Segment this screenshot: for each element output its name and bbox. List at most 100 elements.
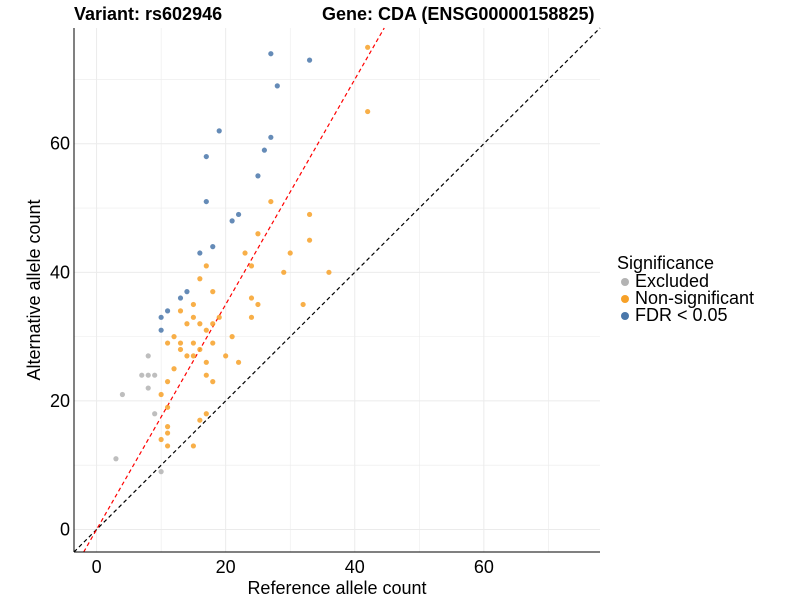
grid-lines xyxy=(74,28,600,552)
data-point-fdr-0-05 xyxy=(235,211,242,218)
data-point-excluded xyxy=(152,411,158,417)
x-tick-label: 40 xyxy=(345,557,365,577)
data-point-non-significant xyxy=(203,327,209,333)
data-point-non-significant xyxy=(326,269,332,275)
x-axis-label: Reference allele count xyxy=(247,578,426,598)
data-point-fdr-0-05 xyxy=(268,134,274,140)
y-tick-label: 60 xyxy=(50,134,70,154)
data-point-non-significant xyxy=(197,346,203,353)
reference-lines xyxy=(73,27,601,553)
data-point-fdr-0-05 xyxy=(210,244,216,250)
data-point-non-significant xyxy=(177,346,184,353)
data-point-non-significant xyxy=(158,391,164,398)
data-point-non-significant xyxy=(248,314,255,320)
data-point-non-significant xyxy=(306,211,313,218)
legend-item-non-significant: Non-significant xyxy=(617,288,755,308)
data-point-non-significant xyxy=(190,340,196,346)
data-point-non-significant xyxy=(197,321,203,327)
legend-title: Significance xyxy=(617,253,715,273)
data-point-non-significant xyxy=(223,353,229,359)
y-tick-label: 40 xyxy=(50,262,70,282)
data-point-non-significant xyxy=(171,334,177,340)
data-point-fdr-0-05 xyxy=(274,83,280,89)
data-point-non-significant xyxy=(190,353,196,359)
data-point-excluded xyxy=(139,372,145,378)
data-point-non-significant xyxy=(190,301,196,308)
data-point-non-significant xyxy=(164,443,171,449)
data-point-excluded xyxy=(119,391,126,398)
data-point-fdr-0-05 xyxy=(184,289,190,295)
data-point-non-significant xyxy=(190,443,196,449)
data-point-excluded xyxy=(152,372,158,378)
data-point-non-significant xyxy=(365,108,371,115)
data-point-non-significant xyxy=(203,263,209,269)
data-point-non-significant xyxy=(184,353,190,359)
axes xyxy=(73,28,600,553)
data-point-fdr-0-05 xyxy=(197,250,203,256)
data-point-non-significant xyxy=(164,430,171,436)
legend-dot-non-significant xyxy=(621,294,629,303)
data-point-non-significant xyxy=(255,231,261,237)
legend: Significance Excluded Non-significant FD… xyxy=(617,253,754,324)
y-tick-label: 20 xyxy=(50,391,70,411)
data-point-fdr-0-05 xyxy=(306,57,313,63)
data-point-non-significant xyxy=(216,314,222,320)
x-tick-label: 0 xyxy=(92,557,102,577)
data-point-non-significant xyxy=(281,269,287,275)
legend-label-non-significant: Non-significant xyxy=(635,288,755,308)
data-point-excluded xyxy=(113,456,119,462)
data-point-fdr-0-05 xyxy=(203,198,209,205)
legend-dot-excluded xyxy=(621,277,629,286)
data-point-fdr-0-05 xyxy=(261,147,267,153)
legend-dot-fdr xyxy=(621,311,629,320)
data-point-non-significant xyxy=(164,379,171,385)
data-point-fdr-0-05 xyxy=(229,218,235,224)
data-point-non-significant xyxy=(197,417,203,423)
data-point-non-significant xyxy=(203,411,209,417)
y-axis-label: Alternative allele count xyxy=(24,199,44,380)
variant-title: Variant: rs602946 xyxy=(74,4,223,24)
data-point-non-significant xyxy=(210,289,216,295)
data-point-non-significant xyxy=(229,334,235,340)
data-point-non-significant xyxy=(190,314,196,320)
data-point-non-significant xyxy=(164,424,171,430)
gene-title: Gene: CDA (ENSG00000158825) xyxy=(322,4,595,24)
legend-item-fdr: FDR < 0.05 xyxy=(617,305,754,325)
data-point-non-significant xyxy=(365,44,371,50)
data-point-non-significant xyxy=(248,263,255,269)
data-point-non-significant xyxy=(184,321,190,327)
x-tick-label: 60 xyxy=(474,557,494,577)
data-point-non-significant xyxy=(203,372,209,378)
data-point-non-significant xyxy=(300,301,306,308)
data-point-non-significant xyxy=(287,250,293,256)
x-tick-label: 20 xyxy=(216,557,236,577)
data-point-non-significant xyxy=(164,340,171,346)
data-point-excluded xyxy=(145,385,151,391)
identity-line xyxy=(73,27,601,553)
data-point-non-significant xyxy=(171,366,177,372)
data-point-excluded xyxy=(145,372,151,378)
data-point-non-significant xyxy=(306,237,313,243)
data-point-non-significant xyxy=(235,359,242,365)
data-point-non-significant xyxy=(164,404,171,410)
data-point-fdr-0-05 xyxy=(203,153,209,160)
data-point-non-significant xyxy=(242,250,248,256)
data-point-fdr-0-05 xyxy=(164,308,171,314)
data-point-non-significant xyxy=(268,198,274,205)
data-point-non-significant xyxy=(158,436,164,443)
legend-label-fdr: FDR < 0.05 xyxy=(635,305,728,325)
data-point-fdr-0-05 xyxy=(158,314,164,320)
data-point-non-significant xyxy=(210,379,216,385)
data-point-excluded xyxy=(158,469,164,475)
legend-item-excluded: Excluded xyxy=(617,272,754,290)
data-point-non-significant xyxy=(177,340,184,346)
y-tick-label: 0 xyxy=(60,519,70,539)
data-point-non-significant xyxy=(177,308,184,314)
data-point-excluded xyxy=(145,353,151,359)
data-point-non-significant xyxy=(203,359,209,365)
data-points xyxy=(113,44,371,475)
data-point-fdr-0-05 xyxy=(268,51,274,57)
expected-ratio-line xyxy=(83,27,385,553)
data-point-non-significant xyxy=(255,301,261,308)
